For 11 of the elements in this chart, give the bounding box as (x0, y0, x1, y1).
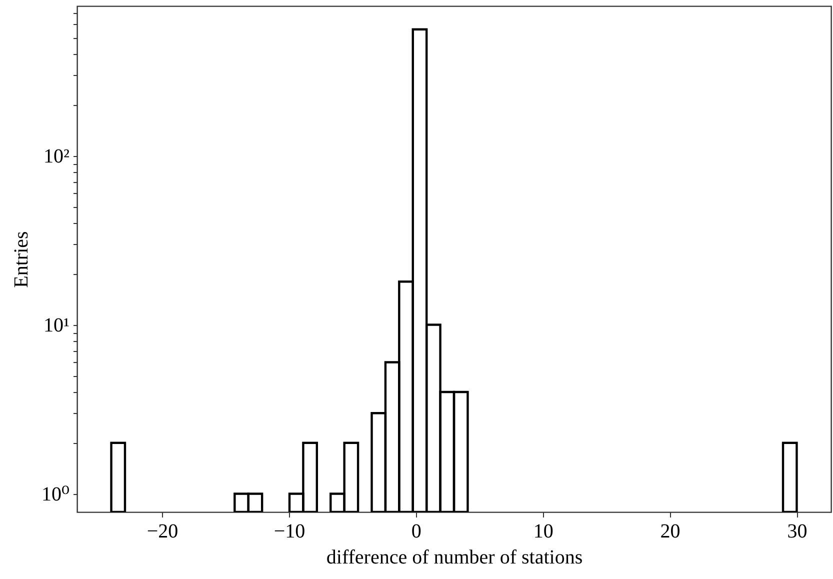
y-tick-label: 10² (44, 145, 70, 168)
x-tick-label: 0 (411, 520, 422, 542)
x-tick-label: 20 (660, 520, 680, 542)
x-tick-label: −10 (274, 520, 306, 542)
x-tick-label: 10 (533, 520, 554, 542)
x-tick-label: 30 (787, 520, 808, 542)
x-tick-label: −20 (146, 520, 178, 542)
y-tick-label: 10⁰ (41, 483, 70, 506)
x-axis-title: difference of number of stations (326, 546, 583, 568)
y-axis-title: Entries (10, 230, 32, 288)
y-tick-label: 10¹ (44, 314, 70, 336)
